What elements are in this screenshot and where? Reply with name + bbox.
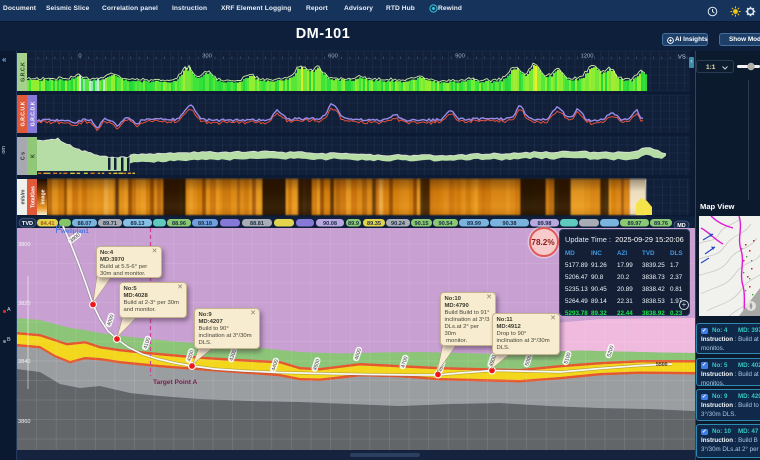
svg-text:5200: 5200 <box>606 345 615 358</box>
svg-text:89.9: 89.9 <box>348 221 359 227</box>
svg-text:4100: 4100 <box>143 337 152 350</box>
svg-text:88.07: 88.07 <box>78 221 92 227</box>
svg-text:G.R.C.U.K: G.R.C.U.K <box>21 101 27 126</box>
svg-text:0.81: 0.81 <box>670 286 683 293</box>
svg-text:4800: 4800 <box>437 360 446 373</box>
svg-text:wellplan1: wellplan1 <box>60 228 89 235</box>
svg-text:4700: 4700 <box>400 356 409 369</box>
svg-text:3840: 3840 <box>18 359 30 365</box>
svg-text:4900: 4900 <box>488 354 497 367</box>
svg-text:89.14: 89.14 <box>591 298 607 305</box>
svg-text:5235.13: 5235.13 <box>565 286 588 293</box>
svg-text:0.23: 0.23 <box>670 310 683 317</box>
svg-text:84.41: 84.41 <box>41 221 55 227</box>
svg-text:20.2: 20.2 <box>617 274 630 281</box>
svg-text:88.81: 88.81 <box>250 221 264 227</box>
svg-text:17.99: 17.99 <box>617 262 633 269</box>
svg-text:3838.42: 3838.42 <box>642 286 665 293</box>
svg-text:3838.53: 3838.53 <box>642 298 665 305</box>
svg-text:3839.25: 3839.25 <box>642 262 665 269</box>
svg-text:3860: 3860 <box>18 419 30 425</box>
svg-text:89.97: 89.97 <box>628 221 642 227</box>
svg-text:91.26: 91.26 <box>591 262 607 269</box>
svg-text:4300: 4300 <box>229 349 238 362</box>
svg-text:0: 0 <box>78 54 81 60</box>
svg-text:900: 900 <box>455 54 465 60</box>
svg-text:TotalGas: TotalGas <box>31 186 37 208</box>
svg-text:4200: 4200 <box>186 349 195 362</box>
svg-text:5293.78: 5293.78 <box>565 310 588 317</box>
svg-text:2.37: 2.37 <box>670 274 683 281</box>
svg-text:89.99: 89.99 <box>467 221 481 227</box>
svg-text:89.18: 89.18 <box>198 221 212 227</box>
svg-text:3820: 3820 <box>18 301 30 307</box>
svg-text:VS: VS <box>678 55 686 61</box>
svg-text:600: 600 <box>328 54 338 60</box>
svg-text:90.54: 90.54 <box>439 221 454 227</box>
svg-text:5206.47: 5206.47 <box>565 274 588 281</box>
svg-text:300: 300 <box>202 54 212 60</box>
svg-text:4600: 4600 <box>354 348 363 361</box>
svg-text:5264.49: 5264.49 <box>565 298 588 305</box>
svg-text:1200: 1200 <box>581 54 594 60</box>
svg-text:89.35: 89.35 <box>367 221 381 227</box>
svg-text:90.24: 90.24 <box>391 221 406 227</box>
svg-text:90.15: 90.15 <box>415 221 429 227</box>
svg-text:22.31: 22.31 <box>617 298 633 305</box>
svg-text:MD: MD <box>677 223 685 229</box>
svg-text:1.7: 1.7 <box>670 262 679 269</box>
svg-text:3838.73: 3838.73 <box>642 274 665 281</box>
svg-text:5000: 5000 <box>524 354 533 367</box>
svg-text:5177.89: 5177.89 <box>565 262 588 269</box>
svg-text:22.44: 22.44 <box>617 310 633 317</box>
svg-text:AZI: AZI <box>617 250 627 257</box>
svg-text:1.97: 1.97 <box>670 298 683 305</box>
svg-text:89.76: 89.76 <box>654 221 668 227</box>
svg-text:G.R.C.K: G.R.C.K <box>21 62 27 82</box>
svg-text:G.R.C.D.K: G.R.C.D.K <box>31 101 37 126</box>
svg-text:3838.92: 3838.92 <box>642 310 665 317</box>
svg-text:TVD: TVD <box>22 221 33 227</box>
svg-text:m/s/m: m/s/m <box>21 189 27 204</box>
svg-text:88.96: 88.96 <box>172 221 186 227</box>
svg-text:5500: 5500 <box>656 362 668 368</box>
svg-text:89.71: 89.71 <box>103 221 117 227</box>
svg-text:3900: 3900 <box>69 232 82 244</box>
svg-text:INC: INC <box>591 250 602 257</box>
svg-text:20.89: 20.89 <box>617 286 633 293</box>
svg-text:TVD: TVD <box>642 250 655 257</box>
svg-text:89.32: 89.32 <box>591 310 607 317</box>
svg-text:Target Point A: Target Point A <box>153 379 198 386</box>
svg-text:MD: MD <box>565 250 575 257</box>
svg-text:DLS: DLS <box>670 250 683 257</box>
svg-text:90.8: 90.8 <box>591 274 604 281</box>
svg-text:89.98: 89.98 <box>538 221 552 227</box>
svg-text:K: K <box>31 154 37 158</box>
svg-text:90.45: 90.45 <box>591 286 607 293</box>
svg-text:image: image <box>41 189 47 204</box>
svg-text:4000: 4000 <box>106 314 115 327</box>
svg-text:90.08: 90.08 <box>323 221 337 227</box>
svg-text:4500: 4500 <box>312 358 321 371</box>
svg-text:5100: 5100 <box>563 352 572 365</box>
svg-text:C s: C s <box>21 152 27 160</box>
svg-text:89.13: 89.13 <box>131 221 145 227</box>
svg-text:90.38: 90.38 <box>503 221 517 227</box>
svg-text:3800: 3800 <box>18 242 30 248</box>
svg-text:4400: 4400 <box>271 359 280 372</box>
